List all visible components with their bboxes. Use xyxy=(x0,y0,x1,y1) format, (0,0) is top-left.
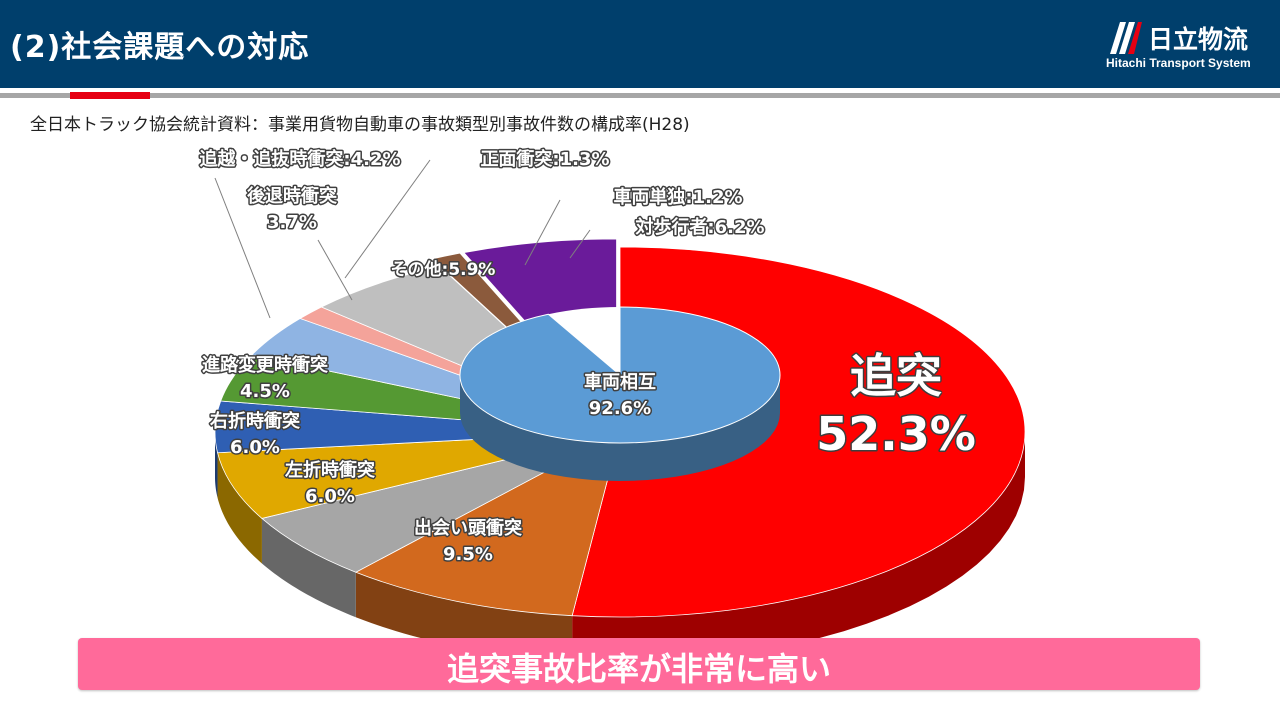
pie-side-進路変更時衝突 xyxy=(215,432,218,498)
leader-line-後退時衝突 xyxy=(317,239,353,301)
slice-label-追越-追抜時衝突: 追越・追抜時衝突:4.2% xyxy=(199,148,400,170)
slice-label-対歩行者: 対歩行者:6.2% xyxy=(634,216,764,238)
slice-value-追突: 52.3% xyxy=(816,407,976,461)
company-logo: 日立物流 Hitachi Transport System xyxy=(1100,20,1270,78)
slice-label-出会い頭衝突: 出会い頭衝突 xyxy=(414,517,522,539)
header-accent-bar xyxy=(70,92,150,99)
logo-subtext: Hitachi Transport System xyxy=(1106,56,1251,70)
slice-label-左折時衝突: 左折時衝突 xyxy=(285,459,375,481)
pie-side-追突 xyxy=(572,432,1025,662)
leader-line-車両単独 xyxy=(524,199,561,266)
slice-label-進路変更時衝突: 進路変更時衝突 xyxy=(202,354,328,376)
conclusion-banner: 追突事故比率が非常に高い xyxy=(78,638,1200,690)
source-note: 全日本トラック協会統計資料：事業用貨物自動車の事故類型別事故件数の構成率(H28… xyxy=(30,115,690,135)
slice-value-左折時衝突: 6.0% xyxy=(305,486,355,507)
slide-title: (2)社会課題への対応 xyxy=(10,30,310,65)
slice-label-正面衝突: 正面衝突:1.3% xyxy=(480,148,609,170)
hitachi-logistics-logo-icon xyxy=(1110,22,1142,54)
inner-pie-side xyxy=(460,375,780,481)
slice-value-出会い頭衝突: 9.5% xyxy=(443,544,493,565)
inner-pie-label: 車両相互 xyxy=(584,371,656,393)
slice-label-右折時衝突: 右折時衝突 xyxy=(210,410,300,432)
slice-value-後退時衝突: 3.7% xyxy=(267,212,317,233)
leader-line-追越-追抜時衝突 xyxy=(214,177,271,319)
inner-pie-gap xyxy=(548,307,620,375)
logo-text: 日立物流 xyxy=(1148,25,1249,54)
banner-text: 追突事故比率が非常に高い xyxy=(446,650,831,688)
leader-line-対歩行者 xyxy=(569,229,591,259)
slice-value-進路変更時衝突: 4.5% xyxy=(240,381,290,402)
leader-line-正面衝突 xyxy=(344,159,431,279)
slice-label-車両単独: 車両単独:1.2% xyxy=(613,186,742,208)
slice-label-その他: その他:5.9% xyxy=(391,259,496,280)
slide-header: (2)社会課題への対応 日立物流 Hitachi Transport Syste… xyxy=(0,0,1280,88)
pie-side-左折時衝突 xyxy=(261,518,356,618)
slice-label-追突: 追突 xyxy=(850,349,942,403)
header-divider xyxy=(0,93,1280,98)
slice-label-後退時衝突: 後退時衝突 xyxy=(247,185,337,207)
inner-pie-value: 92.6% xyxy=(589,398,651,419)
pie-slice-出会い頭衝突 xyxy=(354,431,621,617)
inner-pie-slice-車両相互 xyxy=(459,306,781,444)
slice-value-右折時衝突: 6.0% xyxy=(230,437,280,458)
